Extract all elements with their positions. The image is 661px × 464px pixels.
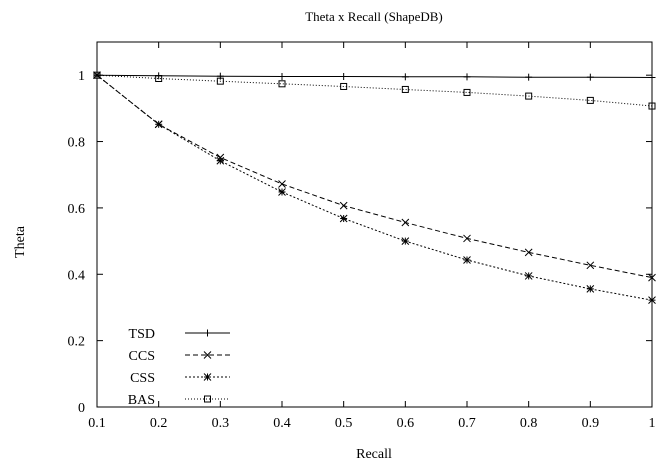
data-point-css xyxy=(586,285,595,293)
x-axis-ticks: 0.1 0.2 0.3 0.4 0.5 0.6 0.7 0.8 0.9 1 xyxy=(88,42,656,431)
legend-label-css: CSS xyxy=(130,371,155,386)
y-axis-ticks: 0 0.2 0.4 0.6 0.8 1 xyxy=(68,69,652,416)
data-point-bas xyxy=(216,77,224,85)
x-tick-label: 1 xyxy=(649,416,656,431)
series-line-tsd xyxy=(96,74,653,78)
data-point-tsd xyxy=(463,73,471,81)
x-tick-label: 0.4 xyxy=(273,416,291,431)
data-point-tsd xyxy=(525,73,533,81)
legend-marker-css xyxy=(203,373,212,381)
series-line-ccs xyxy=(96,74,653,279)
x-tick-label: 0.7 xyxy=(458,416,476,431)
x-tick-label: 0.9 xyxy=(582,416,600,431)
x-axis-label: Recall xyxy=(356,447,392,462)
data-point-css xyxy=(216,156,225,165)
series-layer xyxy=(93,71,656,305)
data-point-tsd xyxy=(586,73,594,81)
data-point-css xyxy=(339,214,348,223)
series-line-css xyxy=(96,74,653,301)
legend-label-bas: BAS xyxy=(128,393,155,408)
data-point-bas xyxy=(401,85,409,93)
legend: TSD CCS CSS BAS xyxy=(128,327,230,408)
y-axis-label: Theta xyxy=(13,225,28,258)
data-point-bas xyxy=(155,75,163,82)
data-point-bas xyxy=(340,82,348,90)
plot-area-frame xyxy=(96,41,653,408)
data-point-css xyxy=(278,188,286,196)
y-tick-label: 0.6 xyxy=(68,202,86,217)
y-tick-label: 1 xyxy=(78,69,85,84)
data-point-tsd xyxy=(401,73,409,81)
x-tick-label: 0.6 xyxy=(397,416,415,431)
data-point-bas xyxy=(278,80,286,88)
x-tick-label: 0.5 xyxy=(335,416,353,431)
y-tick-label: 0.8 xyxy=(68,136,86,151)
data-point-bas xyxy=(525,92,533,100)
y-tick-label: 0 xyxy=(78,401,85,416)
x-tick-label: 0.2 xyxy=(150,416,168,431)
data-point-ccs xyxy=(586,261,595,270)
y-tick-label: 0.2 xyxy=(68,335,86,350)
y-tick-label: 0.4 xyxy=(68,268,86,283)
data-point-ccs xyxy=(339,201,348,210)
data-point-bas xyxy=(463,88,471,96)
data-point-tsd xyxy=(278,73,286,81)
legend-label-tsd: TSD xyxy=(129,327,155,342)
data-point-css xyxy=(154,120,163,129)
data-point-css xyxy=(524,272,533,280)
data-point-bas xyxy=(586,96,594,104)
series-line-bas xyxy=(96,74,653,107)
x-tick-label: 0.8 xyxy=(520,416,538,431)
data-point-css xyxy=(463,256,471,264)
data-point-css xyxy=(401,237,410,245)
legend-marker-bas xyxy=(204,395,211,403)
data-point-ccs xyxy=(463,234,471,243)
data-point-ccs xyxy=(278,180,286,188)
data-point-ccs xyxy=(401,218,410,227)
data-point-ccs xyxy=(524,248,533,257)
x-tick-label: 0.1 xyxy=(88,416,106,431)
data-point-tsd xyxy=(340,73,348,81)
legend-marker-tsd xyxy=(204,329,211,337)
legend-label-ccs: CCS xyxy=(129,349,155,364)
legend-marker-ccs xyxy=(203,351,212,359)
x-tick-label: 0.3 xyxy=(212,416,230,431)
chart-title: Theta x Recall (ShapeDB) xyxy=(305,9,443,24)
